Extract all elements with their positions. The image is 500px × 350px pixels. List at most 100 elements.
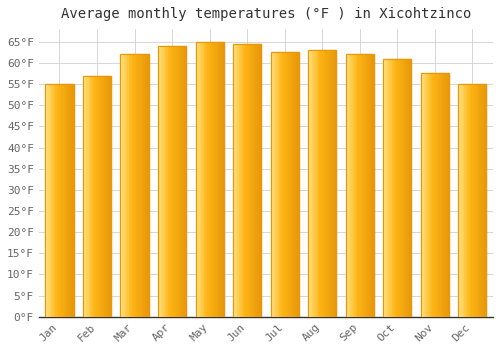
- Bar: [460, 84, 461, 317]
- Bar: [421, 74, 449, 317]
- Bar: [315, 50, 316, 317]
- Bar: [325, 50, 326, 317]
- Bar: [246, 44, 247, 317]
- Bar: [202, 42, 204, 317]
- Bar: [406, 59, 407, 317]
- Bar: [222, 42, 224, 317]
- Bar: [480, 84, 481, 317]
- Bar: [260, 44, 261, 317]
- Bar: [101, 76, 102, 317]
- Bar: [211, 42, 212, 317]
- Bar: [421, 74, 449, 317]
- Bar: [308, 50, 310, 317]
- Bar: [158, 46, 160, 317]
- Bar: [56, 84, 58, 317]
- Bar: [421, 74, 422, 317]
- Bar: [94, 76, 96, 317]
- Bar: [196, 42, 197, 317]
- Bar: [88, 76, 90, 317]
- Bar: [162, 46, 164, 317]
- Bar: [442, 74, 444, 317]
- Bar: [207, 42, 208, 317]
- Bar: [236, 44, 238, 317]
- Bar: [362, 55, 364, 317]
- Bar: [478, 84, 480, 317]
- Bar: [100, 76, 101, 317]
- Bar: [178, 46, 179, 317]
- Bar: [318, 50, 320, 317]
- Bar: [475, 84, 476, 317]
- Bar: [310, 50, 311, 317]
- Bar: [233, 44, 234, 317]
- Bar: [322, 50, 324, 317]
- Bar: [144, 55, 146, 317]
- Bar: [238, 44, 240, 317]
- Bar: [350, 55, 352, 317]
- Bar: [47, 84, 48, 317]
- Bar: [466, 84, 467, 317]
- Bar: [328, 50, 330, 317]
- Bar: [396, 59, 398, 317]
- Bar: [210, 42, 211, 317]
- Bar: [140, 55, 141, 317]
- Bar: [165, 46, 166, 317]
- Bar: [160, 46, 161, 317]
- Bar: [64, 84, 65, 317]
- Bar: [360, 55, 361, 317]
- Bar: [429, 74, 430, 317]
- Bar: [286, 52, 288, 317]
- Bar: [196, 42, 224, 317]
- Bar: [158, 46, 186, 317]
- Bar: [402, 59, 403, 317]
- Bar: [104, 76, 106, 317]
- Bar: [176, 46, 178, 317]
- Bar: [383, 59, 384, 317]
- Bar: [308, 50, 336, 317]
- Bar: [168, 46, 170, 317]
- Bar: [386, 59, 388, 317]
- Bar: [458, 84, 486, 317]
- Bar: [180, 46, 182, 317]
- Bar: [166, 46, 168, 317]
- Bar: [448, 74, 449, 317]
- Bar: [348, 55, 350, 317]
- Bar: [83, 76, 111, 317]
- Bar: [471, 84, 472, 317]
- Bar: [289, 52, 290, 317]
- Bar: [320, 50, 321, 317]
- Bar: [298, 52, 299, 317]
- Bar: [446, 74, 448, 317]
- Bar: [436, 74, 438, 317]
- Bar: [50, 84, 51, 317]
- Bar: [280, 52, 282, 317]
- Bar: [97, 76, 98, 317]
- Bar: [403, 59, 404, 317]
- Bar: [234, 44, 236, 317]
- Bar: [394, 59, 396, 317]
- Bar: [132, 55, 133, 317]
- Bar: [218, 42, 220, 317]
- Bar: [175, 46, 176, 317]
- Bar: [311, 50, 312, 317]
- Bar: [170, 46, 172, 317]
- Bar: [200, 42, 201, 317]
- Bar: [126, 55, 128, 317]
- Bar: [83, 76, 84, 317]
- Bar: [290, 52, 292, 317]
- Bar: [358, 55, 360, 317]
- Bar: [233, 44, 261, 317]
- Bar: [172, 46, 174, 317]
- Bar: [367, 55, 368, 317]
- Bar: [158, 46, 186, 317]
- Bar: [296, 52, 298, 317]
- Bar: [110, 76, 111, 317]
- Bar: [334, 50, 335, 317]
- Bar: [161, 46, 162, 317]
- Bar: [366, 55, 367, 317]
- Bar: [468, 84, 469, 317]
- Bar: [198, 42, 200, 317]
- Bar: [316, 50, 318, 317]
- Bar: [461, 84, 462, 317]
- Title: Average monthly temperatures (°F ) in Xicohtzinco: Average monthly temperatures (°F ) in Xi…: [60, 7, 471, 21]
- Bar: [184, 46, 186, 317]
